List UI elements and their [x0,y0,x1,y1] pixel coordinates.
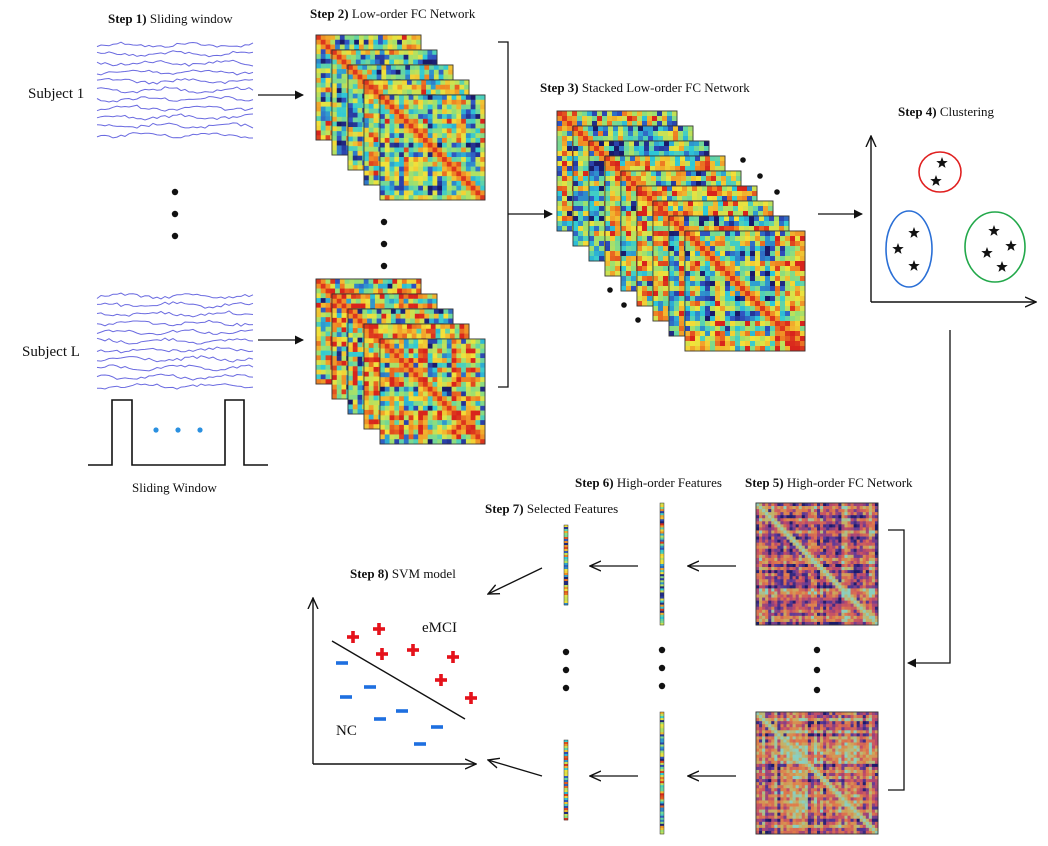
sliding-window-caption: Sliding Window [132,480,217,495]
step5-title: Step 5) High-order FC Network [745,475,913,490]
signal-line [96,59,254,67]
plus-mark [465,692,477,704]
signal-line [96,41,254,48]
svm-decision-boundary [331,640,466,720]
fc-matrix [684,230,806,352]
low-order-fc-stack-subject-1 [315,34,486,201]
fc-matrix [379,338,486,445]
svm-sample-marks [336,623,477,746]
svm-plot: eMCI NC [313,598,477,764]
signal-line [96,113,254,121]
cluster-star [1005,240,1017,251]
connector-clustering-to-highorder [907,330,951,668]
signal-line [96,69,254,76]
ellipsis-dots-step3-top [740,157,780,195]
plus-mark [347,631,359,643]
signal-line [96,122,254,129]
arrow-selected-to-svm-1 [488,567,543,594]
cluster-star [908,260,920,271]
plus-mark [447,651,459,663]
stacked-low-order-fc-network [556,110,806,352]
signal-line [96,319,254,327]
cluster-star [996,261,1008,272]
selected-feature-vector-2 [563,739,569,821]
window-dot [175,427,181,433]
bracket-step5 [888,529,905,791]
cluster-star [988,225,1000,236]
subject-L-signals [96,292,254,390]
signal-line [96,104,254,112]
signal-line [96,77,254,85]
arrow-selected-to-svm-2 [488,760,543,777]
window-dot [153,427,159,433]
high-order-feature-vector-2 [659,711,665,835]
plus-mark [407,644,419,656]
signal-line [96,95,254,103]
minus-mark [374,717,386,721]
minus-mark [414,742,426,746]
step2-title: Step 2) Low-order FC Network [310,6,476,21]
signal-line [96,346,254,354]
window-dot [197,427,203,433]
signal-line [96,50,254,58]
step4-title: Step 4) Clustering [898,104,995,119]
minus-mark [364,685,376,689]
signal-line [96,310,254,318]
step8-title: Step 8) SVM model [350,566,456,581]
signal-line [96,292,254,300]
ellipsis-dots-step1 [171,188,179,240]
ellipsis-dots-step2 [380,218,388,270]
step6-title: Step 6) High-order Features [575,475,722,490]
signal-line [97,383,254,390]
subject-1-label: Subject 1 [28,86,84,102]
signal-line [96,301,254,309]
subject-1-signals [96,41,254,139]
cluster-star [936,157,948,168]
cluster-blue [885,210,933,288]
signal-line [96,355,254,363]
bracket-step2 [498,41,509,388]
step1-title: Step 1) Sliding window [108,11,233,26]
signal-line [96,132,253,139]
high-order-feature-vector-1 [659,502,665,626]
ellipsis-dots-step5 [813,646,821,694]
low-order-fc-stack-subject-L [315,278,486,445]
minus-mark [431,725,443,729]
high-order-fc-matrix-1 [755,502,879,626]
cluster-red [918,151,962,193]
high-order-fc-matrix-2 [755,711,879,835]
minus-mark [340,695,352,699]
signal-line [96,328,254,336]
ellipsis-dots-step6 [658,646,666,690]
cluster-star [908,227,920,238]
step3-title: Step 3) Stacked Low-order FC Network [540,80,750,95]
subject-L-label: Subject L [22,344,80,360]
signal-line [96,337,254,345]
signal-line [96,86,254,94]
plus-mark [373,623,385,635]
clustering-plot [871,136,1036,302]
cluster-star [930,175,942,186]
fc-matrix [379,94,486,201]
cluster-star [981,247,993,258]
minus-mark [336,661,348,665]
selected-feature-vector-1 [563,524,569,606]
plus-mark [376,648,388,660]
cluster-stars [892,157,1017,272]
sliding-window-pulses [88,399,268,466]
class-label-nc: NC [336,723,357,739]
ellipsis-dots-step7 [562,648,570,692]
ellipsis-dots-step3-bottom [607,287,641,323]
cluster-star [892,243,904,254]
plus-mark [435,674,447,686]
step7-title: Step 7) Selected Features [485,501,618,516]
minus-mark [396,709,408,713]
signal-line [96,373,254,381]
cluster-green [964,211,1026,283]
class-label-emci: eMCI [422,620,457,636]
signal-line [96,364,254,372]
